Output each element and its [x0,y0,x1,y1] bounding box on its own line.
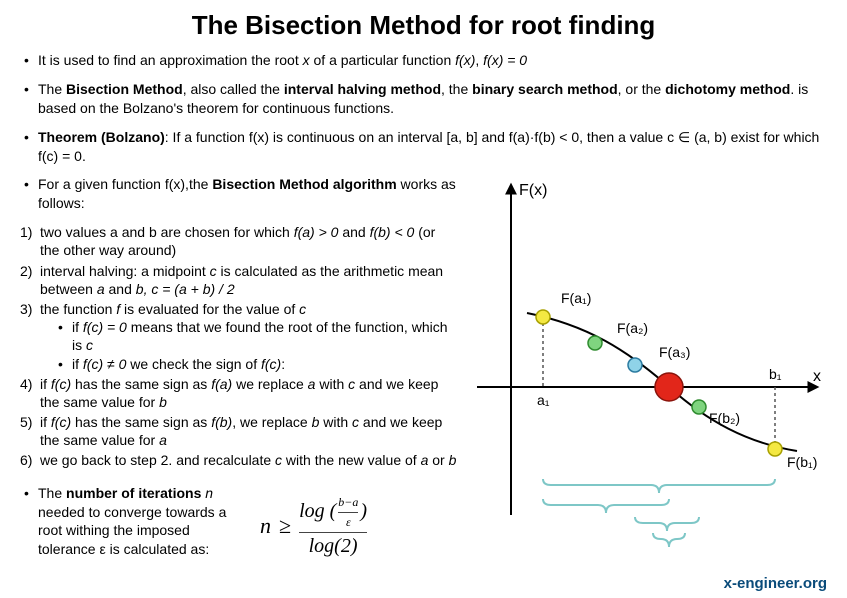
attribution: x-engineer.org [724,575,827,592]
step-4: 4)if f(c) has the same sign as f(a) we r… [20,375,457,411]
intro-item-3: Theorem (Bolzano): If a function f(x) is… [20,128,827,166]
intro-item-2: The Bisection Method, also called the in… [20,80,827,118]
algo-intro: For a given function f(x),the Bisection … [20,175,457,213]
step-3-sub-2: if f(c) ≠ 0 we check the sign of f(c): [58,355,457,373]
svg-text:x: x [813,368,821,385]
step-3: 3)the function f is evaluated for the va… [20,300,457,373]
algorithm-steps: 1)two values a and b are chosen for whic… [20,223,457,469]
svg-text:b₁: b₁ [769,366,782,382]
svg-text:F(x): F(x) [519,182,547,199]
page-title: The Bisection Method for root finding [20,10,827,41]
svg-text:a₁: a₁ [537,392,550,408]
step-1: 1)two values a and b are chosen for whic… [20,223,457,259]
svg-text:F(a₃): F(a₃) [659,344,690,360]
iteration-note-item: The number of iterations n needed to con… [20,484,240,560]
bisection-diagram: F(x) x a₁ b₁ F(a₁) F(a₂) F(a₃) F(b₂) F(b₁) [467,175,827,555]
svg-text:F(b₂): F(b₂) [709,410,740,426]
step-2: 2)interval halving: a midpoint c is calc… [20,262,457,298]
iteration-formula: n ≥ log (b−aε) log(2) [260,495,367,558]
step-5: 5)if f(c) has the same sign as f(b), we … [20,413,457,449]
iteration-note: The number of iterations n needed to con… [20,484,240,570]
step-3-sub-1: if f(c) = 0 means that we found the root… [58,318,457,354]
svg-text:F(a₂): F(a₂) [617,320,648,336]
step-6: 6)we go back to step 2. and recalculate … [20,451,457,469]
svg-text:F(a₁): F(a₁) [561,290,591,306]
intro-list: It is used to find an approximation the … [20,51,827,165]
algo-intro-item: For a given function f(x),the Bisection … [20,175,457,213]
intro-item-1: It is used to find an approximation the … [20,51,827,70]
svg-text:F(b₁): F(b₁) [787,454,817,470]
